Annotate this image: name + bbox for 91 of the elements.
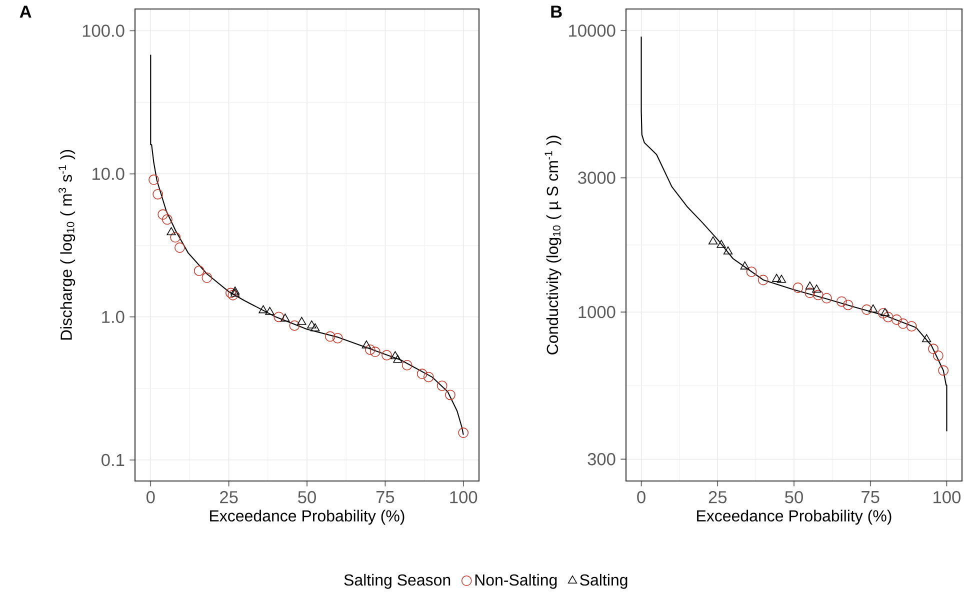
- point: [202, 272, 212, 283]
- point: [842, 300, 854, 310]
- x-tick-label: 75: [862, 491, 880, 504]
- point: [274, 312, 284, 322]
- point: [772, 274, 782, 282]
- x-tick-label: 50: [298, 491, 316, 504]
- point: [362, 340, 371, 348]
- y-tick-label: 3000: [578, 172, 616, 184]
- legend-title: Salting Season: [344, 574, 450, 589]
- point: [882, 312, 894, 322]
- y-tick-label: 300: [588, 453, 616, 466]
- point: [938, 365, 949, 376]
- y-tick-label: 1000: [578, 306, 616, 318]
- point: [878, 308, 888, 318]
- line-series: [640, 36, 948, 432]
- point: [332, 333, 343, 344]
- x-tick-label: 25: [708, 491, 727, 504]
- point: [230, 288, 240, 297]
- point: [776, 274, 786, 283]
- chart-title: B: [551, 6, 562, 18]
- point: [746, 266, 757, 278]
- point: [166, 227, 176, 236]
- point: [228, 290, 238, 300]
- point: [258, 305, 268, 314]
- point: [148, 174, 159, 185]
- point: [393, 354, 402, 363]
- point: [390, 351, 400, 360]
- x-tick-label: 75: [376, 491, 394, 504]
- x-tick-label: 50: [785, 491, 803, 504]
- point: [445, 390, 456, 400]
- point: [906, 321, 917, 332]
- point: [230, 286, 240, 295]
- point: [265, 306, 274, 315]
- point: [898, 318, 908, 329]
- point: [194, 266, 204, 276]
- point: [370, 346, 380, 358]
- point: [297, 316, 306, 325]
- point: [152, 189, 164, 200]
- point: [416, 368, 428, 380]
- point: [805, 282, 814, 290]
- point: [891, 314, 902, 325]
- point: [758, 274, 768, 286]
- x-axis-title: Exceedance Probability (%): [210, 510, 404, 525]
- point: [836, 296, 847, 307]
- point: [792, 282, 804, 293]
- y-tick-label: 100.0: [82, 24, 124, 37]
- y-tick-label: 10000: [569, 24, 616, 37]
- point: [402, 360, 412, 370]
- point: [170, 232, 181, 243]
- point: [364, 344, 376, 355]
- y-tick-label: 10.0: [92, 168, 124, 180]
- x-tick-label: 25: [220, 491, 238, 504]
- point: [821, 293, 832, 304]
- point: [307, 320, 316, 328]
- point: [280, 314, 290, 322]
- point: [922, 334, 932, 342]
- point: [716, 240, 726, 248]
- point: [324, 331, 336, 342]
- point: [226, 288, 236, 298]
- legend-label: Salting: [580, 574, 628, 589]
- point: [723, 246, 733, 254]
- point: [423, 372, 434, 382]
- point: [708, 236, 718, 244]
- point: [289, 320, 300, 331]
- chart-title: A: [20, 6, 32, 18]
- point: [868, 304, 878, 312]
- x-tick-label: 100: [450, 491, 478, 504]
- y-tick-label: 1.0: [102, 310, 124, 324]
- point: [862, 304, 872, 315]
- point: [458, 428, 469, 438]
- point: [812, 290, 824, 300]
- point: [436, 380, 448, 391]
- point: [310, 323, 320, 332]
- point: [158, 209, 168, 220]
- line-series: [150, 54, 464, 436]
- x-tick-label: 0: [146, 491, 155, 504]
- point: [928, 344, 938, 354]
- point: [740, 261, 750, 270]
- x-axis-title: Exceedance Probability (%): [697, 510, 892, 525]
- point: [804, 288, 816, 298]
- y-tick-label: 0.1: [102, 454, 124, 466]
- point: [174, 242, 185, 253]
- point: [382, 350, 392, 360]
- x-tick-label: 0: [637, 491, 646, 504]
- legend-label: Non-Salting: [475, 574, 557, 589]
- point: [932, 350, 944, 361]
- point: [812, 284, 822, 293]
- y-axis-title: Conductivity (log$_{10}$ ( µ S cm$^{-1}$ )): [544, 136, 562, 354]
- y-axis-title: Discharge ( log$_{10}$ ( m$^{3}$ s$^{-1}$ )): [58, 150, 76, 340]
- x-tick-label: 100: [934, 491, 961, 504]
- point: [162, 214, 172, 225]
